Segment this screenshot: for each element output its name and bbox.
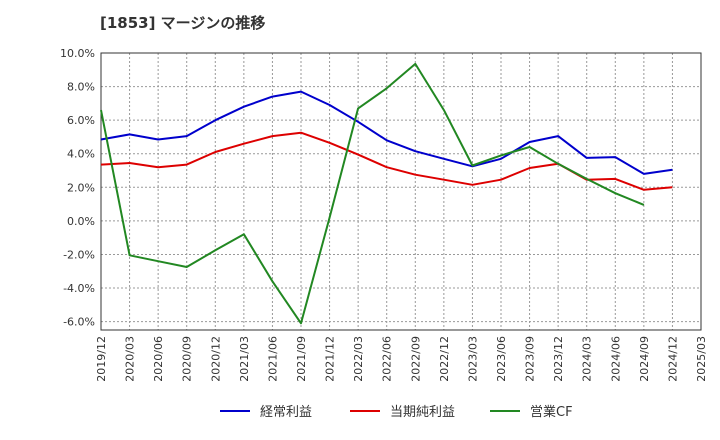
x-tick-label: 2024/09: [638, 336, 651, 382]
x-tick-label: 2024/06: [609, 336, 622, 382]
plot-border: [100, 52, 702, 331]
x-tick-label: 2021/03: [238, 336, 251, 382]
x-tick-label: 2020/03: [124, 336, 137, 382]
x-tick-label: 2024/03: [581, 336, 594, 382]
x-tick-label: 2021/06: [266, 336, 279, 382]
x-tick-label: 2022/12: [438, 336, 451, 382]
legend-label: 当期純利益: [390, 405, 455, 420]
series-line-3: [100, 62, 645, 325]
legend-label: 経常利益: [260, 405, 312, 420]
x-tick-label: 2023/06: [495, 336, 508, 382]
x-tick-label: 2024/12: [666, 336, 679, 382]
x-tick-label: 2020/12: [209, 336, 222, 382]
x-tick-label: 2025/03: [695, 336, 708, 382]
x-tick-label: 2023/12: [552, 336, 565, 382]
x-tick-label: 2023/09: [524, 336, 537, 382]
x-tick-label: 2022/03: [352, 336, 365, 382]
y-tick-label: -6.0%: [63, 316, 95, 329]
y-tick-label: 10.0%: [60, 47, 95, 60]
plot-area: [101, 53, 701, 330]
x-tick-label: 2019/12: [95, 336, 108, 382]
legend-label: 営業CF: [530, 404, 573, 420]
x-tick-label: 2023/03: [466, 336, 479, 382]
x-tick-label: 2021/09: [295, 336, 308, 382]
y-tick-label: 4.0%: [67, 148, 95, 161]
x-tick-label: 2022/06: [381, 336, 394, 382]
series-line-1: [100, 90, 673, 175]
y-tick-label: -2.0%: [63, 248, 95, 261]
chart-title: [1853] マージンの推移: [100, 14, 266, 32]
y-tick-label: 0.0%: [67, 215, 95, 228]
x-tick-label: 2020/06: [152, 336, 165, 382]
y-tick-label: 6.0%: [67, 114, 95, 127]
y-tick-label: 8.0%: [67, 81, 95, 94]
y-tick-label: -4.0%: [63, 282, 95, 295]
x-tick-label: 2022/09: [409, 336, 422, 382]
x-tick-label: 2021/12: [324, 336, 337, 382]
x-tick-label: 2020/09: [181, 336, 194, 382]
y-tick-label: 2.0%: [67, 181, 95, 194]
